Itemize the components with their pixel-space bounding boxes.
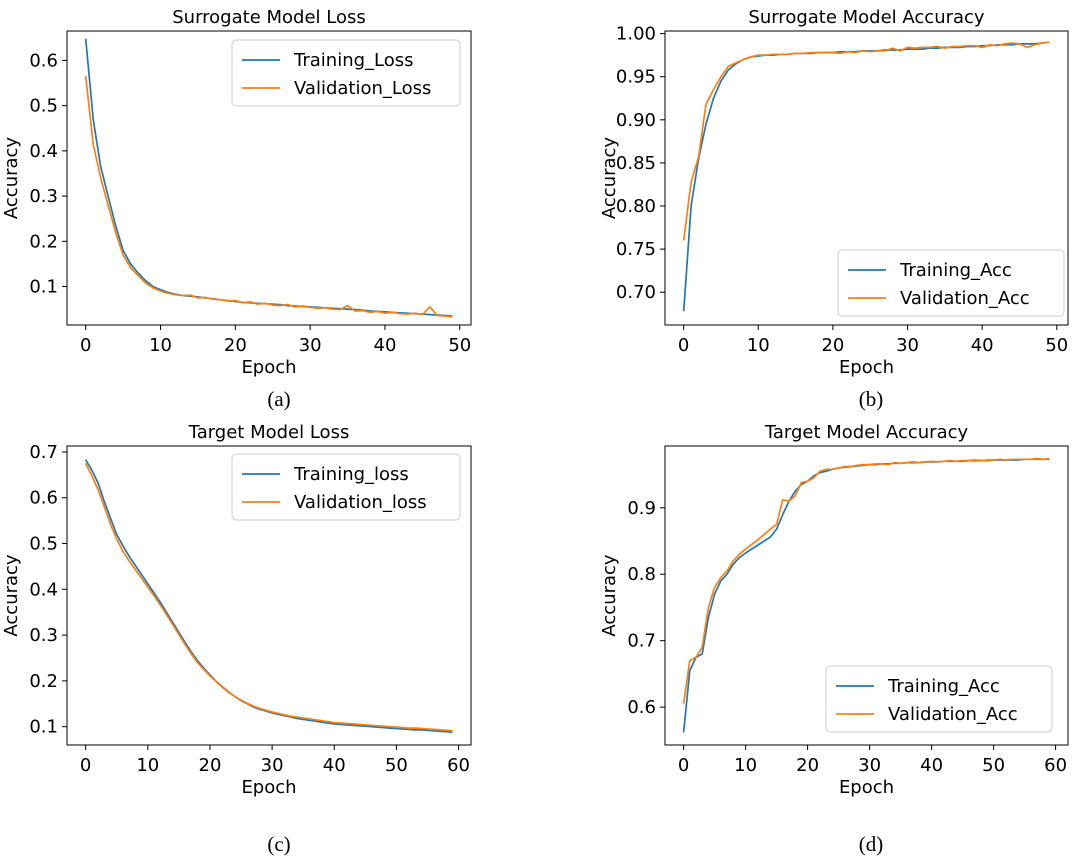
panel-caption: (c)	[267, 832, 290, 856]
x-tick-label: 50	[448, 335, 471, 356]
y-tick-label: 0.2	[29, 671, 58, 692]
series-line-validation-loss	[84, 463, 453, 732]
x-tick-label: 40	[374, 335, 397, 356]
y-tick-label: 0.8	[627, 564, 656, 585]
x-tick-label: 20	[199, 755, 222, 776]
y-tick-label: 0.95	[616, 67, 656, 88]
x-tick-label: 10	[136, 755, 159, 776]
x-tick-label: 40	[971, 335, 994, 356]
plot-frame	[66, 445, 472, 746]
y-axis-label: Accuracy	[1, 554, 22, 637]
x-tick-label: 50	[1045, 335, 1068, 356]
y-tick-label: 0.75	[616, 239, 656, 260]
series-line-validation-acc	[682, 41, 1050, 241]
chart-panel-3: 0 10 20 30 40 50 60 0.1 0.2 0.3 0.4 0.5 0.6 0.7 Target…	[1, 422, 472, 856]
x-tick-label: 60	[447, 755, 470, 776]
x-tick-label: 30	[896, 335, 919, 356]
x-tick-label: 10	[149, 335, 172, 356]
x-tick-label: 10	[734, 755, 757, 776]
legend-label: Training_Acc	[899, 260, 1012, 281]
y-tick-label: 0.9	[627, 498, 656, 519]
chart-panel-2: 0 10 20 30 40 50 0.70 0.75 0.80 0.85 0.90 0.95 1.00 S…	[599, 7, 1069, 411]
y-tick-label: 0.90	[616, 110, 656, 131]
x-axis-label: Epoch	[241, 777, 296, 798]
legend-label: Validation_loss	[294, 492, 427, 513]
panel-caption: (b)	[859, 387, 884, 411]
legend-box	[231, 39, 461, 107]
legend-box	[837, 249, 1065, 317]
y-axis-label: Accuracy	[599, 137, 620, 220]
panel-caption: (a)	[267, 387, 290, 411]
chart-title: Target Model Loss	[188, 422, 350, 443]
y-tick-label: 0.1	[29, 717, 58, 738]
legend-label: Training_Acc	[887, 676, 1000, 697]
y-tick-label: 0.3	[29, 625, 58, 646]
x-tick-label: 40	[323, 755, 346, 776]
y-tick-label: 0.80	[616, 196, 656, 217]
series-line-training-loss	[84, 459, 453, 734]
legend-box	[825, 665, 1053, 733]
plot-frame	[664, 445, 1069, 746]
plot-frame	[664, 30, 1069, 326]
y-tick-label: 0.5	[29, 96, 58, 117]
x-tick-label: 30	[858, 755, 881, 776]
chart-panel-4: 0 10 20 30 40 50 60 0.6 0.7 0.8 0.9 Target Model Ac…	[599, 422, 1069, 856]
x-axis-label: Epoch	[839, 777, 894, 798]
y-tick-label: 0.70	[616, 282, 656, 303]
x-tick-label: 30	[261, 755, 284, 776]
series-line-validation-loss	[84, 76, 453, 318]
legend-label: Training_Loss	[293, 50, 414, 71]
x-tick-label: 10	[747, 335, 770, 356]
y-axis-label: Accuracy	[1, 137, 22, 220]
y-tick-label: 0.7	[627, 631, 656, 652]
y-axis-label: Accuracy	[599, 554, 620, 637]
y-tick-label: 0.6	[29, 488, 58, 509]
legend: Training_Acc Validation_Acc	[825, 665, 1053, 733]
legend-label: Validation_Acc	[900, 288, 1030, 309]
y-tick-label: 0.7	[29, 442, 58, 463]
chart-title: Surrogate Model Accuracy	[748, 7, 985, 28]
chart-title: Surrogate Model Loss	[172, 7, 366, 28]
legend-label: Validation_Acc	[888, 704, 1018, 725]
x-tick-label: 40	[920, 755, 943, 776]
x-tick-label: 0	[80, 755, 91, 776]
x-tick-label: 20	[796, 755, 819, 776]
x-tick-label: 50	[385, 755, 408, 776]
x-tick-label: 0	[80, 335, 91, 356]
y-tick-label: 0.4	[29, 579, 58, 600]
y-tick-label: 0.1	[29, 277, 58, 298]
plot-frame	[66, 30, 472, 326]
x-tick-label: 30	[299, 335, 322, 356]
y-tick-label: 0.85	[616, 153, 656, 174]
legend-label: Training_loss	[293, 464, 409, 485]
legend: Training_Acc Validation_Acc	[837, 249, 1065, 317]
legend-box	[231, 453, 461, 521]
x-tick-label: 0	[678, 335, 689, 356]
y-tick-label: 0.6	[29, 50, 58, 71]
y-tick-label: 0.3	[29, 186, 58, 207]
x-axis-label: Epoch	[241, 357, 296, 378]
x-tick-label: 20	[224, 335, 247, 356]
y-tick-label: 0.6	[627, 697, 656, 718]
chart-panel-1: 0 10 20 30 40 50 0.1 0.2 0.3 0.4 0.5 0.6 Surrogate M…	[1, 7, 472, 411]
x-tick-label: 60	[1044, 755, 1067, 776]
panel-caption: (d)	[859, 832, 884, 856]
x-tick-label: 0	[678, 755, 689, 776]
series-line-validation-acc	[682, 457, 1050, 704]
y-tick-label: 0.2	[29, 231, 58, 252]
legend-label: Validation_Loss	[294, 78, 431, 99]
y-tick-label: 0.4	[29, 141, 58, 162]
y-tick-label: 1.00	[616, 24, 656, 45]
legend: Training_Loss Validation_Loss	[231, 39, 461, 107]
y-tick-label: 0.5	[29, 534, 58, 555]
x-tick-label: 20	[821, 335, 844, 356]
chart-title: Target Model Accuracy	[764, 422, 969, 443]
x-tick-label: 50	[982, 755, 1005, 776]
legend: Training_loss Validation_loss	[231, 453, 461, 521]
x-axis-label: Epoch	[839, 357, 894, 378]
